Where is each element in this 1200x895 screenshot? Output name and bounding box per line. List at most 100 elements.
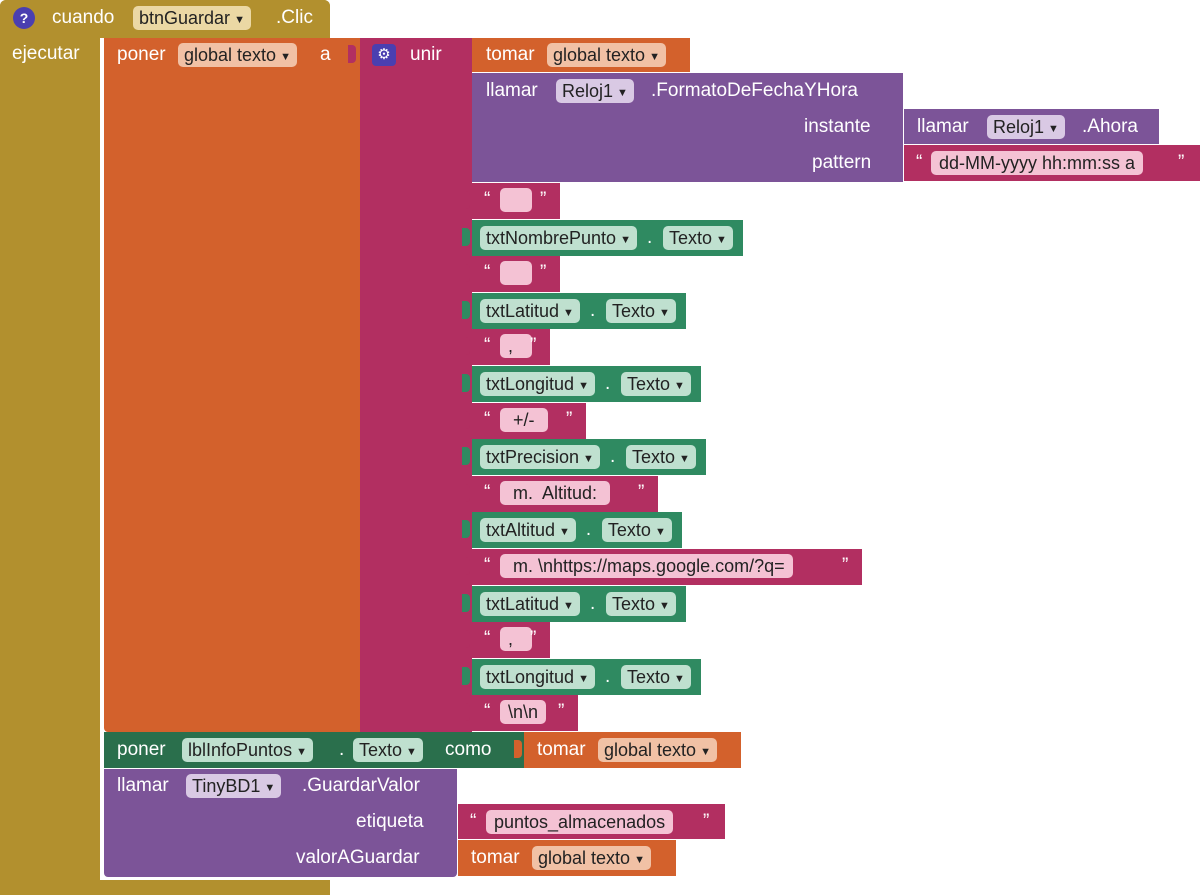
dropdown-arrow-icon: ▼ (678, 453, 690, 465)
dropdown-arrow-icon: ▼ (406, 746, 417, 758)
component-name: txtLongitud (486, 374, 575, 394)
component-dot: . (609, 446, 616, 467)
property-dropdown[interactable]: Texto ▼ (662, 226, 733, 250)
join-text-value[interactable]: m. \nhttps://maps.google.com/?q= (500, 554, 793, 578)
join-block[interactable] (360, 38, 472, 732)
component-dot: . (589, 593, 596, 614)
join-item-connector (462, 191, 470, 209)
property-name: Texto (611, 594, 655, 614)
component-dropdown[interactable]: txtAltitud ▼ (480, 518, 576, 542)
dropdown-arrow-icon: ▼ (617, 87, 628, 99)
property-dropdown[interactable]: Texto ▼ (605, 592, 676, 616)
clock-now-method-label: .Ahora (1082, 116, 1138, 137)
join-connector (348, 45, 356, 63)
event-footer (0, 880, 330, 895)
dropdown-arrow-icon: ▼ (280, 51, 291, 63)
get-global-tomar-label: tomar (486, 44, 535, 65)
get-global-var-dropdown[interactable]: global texto ▼ (547, 43, 666, 67)
event-component-name: btnGuardar (139, 8, 231, 28)
db-component-dropdown[interactable]: TinyBD1 ▼ (186, 774, 282, 798)
join-item-connector (462, 703, 470, 721)
join-text-value[interactable]: +/- (500, 408, 548, 432)
component-dropdown[interactable]: txtPrecision ▼ (480, 445, 600, 469)
dropdown-arrow-icon: ▼ (658, 307, 670, 319)
event-component-dropdown[interactable]: btnGuardar ▼ (133, 6, 251, 30)
property-dropdown[interactable]: Texto ▼ (620, 665, 691, 689)
format-date-method-label: .FormatoDeFechaYHora (651, 80, 858, 101)
dropdown-arrow-icon: ▼ (559, 526, 570, 538)
component-name: txtNombrePunto (486, 228, 617, 248)
component-dot: . (646, 227, 653, 248)
set-global-a-label: a (320, 44, 331, 65)
join-text-value[interactable]: , (500, 334, 532, 358)
join-text-value[interactable] (500, 261, 532, 285)
global-var-name: global texto (184, 45, 277, 65)
header-spacer (330, 0, 1200, 36)
pattern-text-value[interactable]: dd-MM-yyyy hh:mm:ss a (931, 151, 1144, 175)
label-component-name: lblInfoPuntos (188, 740, 293, 760)
label-get-var-dropdown[interactable]: global texto ▼ (598, 738, 717, 762)
property-name: Texto (631, 447, 675, 467)
clock-component-dropdown[interactable]: Reloj1 ▼ (556, 79, 634, 103)
quote-close: ” (566, 409, 573, 430)
join-item-connector (462, 667, 470, 685)
property-dropdown[interactable]: Texto ▼ (625, 445, 696, 469)
label-get-tomar-label: tomar (537, 739, 586, 760)
store-get-var-name: global texto (538, 848, 631, 868)
join-item-connector (462, 228, 470, 246)
set-global-block[interactable] (104, 38, 360, 732)
component-name: txtLongitud (486, 667, 575, 687)
component-name: txtAltitud (486, 520, 556, 540)
set-label-block[interactable] (104, 732, 524, 768)
dropdown-arrow-icon: ▼ (649, 51, 660, 63)
event-cuando-label: cuando (52, 7, 115, 28)
valor-label: valorAGuardar (296, 847, 420, 868)
set-label-como-label: como (445, 739, 492, 760)
dropdown-arrow-icon: ▼ (1048, 123, 1059, 135)
join-item-connector (462, 301, 470, 319)
component-dropdown[interactable]: txtLongitud ▼ (480, 665, 595, 689)
store-get-var-dropdown[interactable]: global texto ▼ (532, 846, 651, 870)
db-component-name: TinyBD1 (192, 776, 261, 796)
dropdown-arrow-icon: ▼ (578, 380, 589, 392)
format-date-block[interactable] (472, 73, 903, 182)
component-dropdown[interactable]: txtLongitud ▼ (480, 372, 595, 396)
property-name: Texto (611, 301, 655, 321)
quote-close: ” (638, 482, 645, 503)
join-text-value[interactable]: , (500, 627, 532, 651)
clock-component-name: Reloj1 (562, 81, 614, 101)
join-item-connector (462, 411, 470, 429)
join-item-connector (462, 484, 470, 502)
property-dropdown[interactable]: Texto ▼ (605, 299, 676, 323)
quote-open: “ (484, 482, 491, 503)
join-label: unir (410, 44, 442, 65)
component-dropdown[interactable]: txtLatitud ▼ (480, 592, 580, 616)
component-dropdown[interactable]: txtNombrePunto ▼ (480, 226, 637, 250)
etiqueta-label: etiqueta (356, 811, 424, 832)
global-var-dropdown[interactable]: global texto ▼ (178, 43, 297, 67)
store-llamar-label: llamar (117, 775, 169, 796)
join-item-connector (462, 337, 470, 355)
tag-text-value[interactable]: puntos_almacenados (486, 810, 674, 834)
property-dropdown[interactable]: Texto ▼ (601, 518, 672, 542)
quote-close: ” (1178, 152, 1185, 173)
join-text-value[interactable]: \n\n (500, 700, 547, 724)
mutator-gear-icon[interactable]: ⚙ (372, 44, 396, 66)
label-prop-dropdown[interactable]: Texto ▼ (353, 738, 423, 762)
property-dropdown[interactable]: Texto ▼ (620, 372, 691, 396)
join-item-connector (462, 557, 470, 575)
help-icon[interactable]: ? (13, 7, 35, 29)
quote-open: “ (484, 628, 491, 649)
dropdown-arrow-icon: ▼ (563, 307, 574, 319)
join-text-value[interactable] (500, 188, 532, 212)
dropdown-arrow-icon: ▼ (674, 673, 685, 685)
join-item-connector (462, 630, 470, 648)
clock-now-component-name: Reloj1 (993, 117, 1045, 137)
property-name: Texto (668, 228, 712, 248)
quote-close: ” (530, 335, 537, 356)
label-component-dropdown[interactable]: lblInfoPuntos ▼ (182, 738, 313, 762)
join-item-connector (462, 594, 470, 612)
component-dropdown[interactable]: txtLatitud ▼ (480, 299, 580, 323)
clock-now-component-dropdown[interactable]: Reloj1 ▼ (987, 115, 1065, 139)
join-text-value[interactable]: m. Altitud: (500, 481, 611, 505)
